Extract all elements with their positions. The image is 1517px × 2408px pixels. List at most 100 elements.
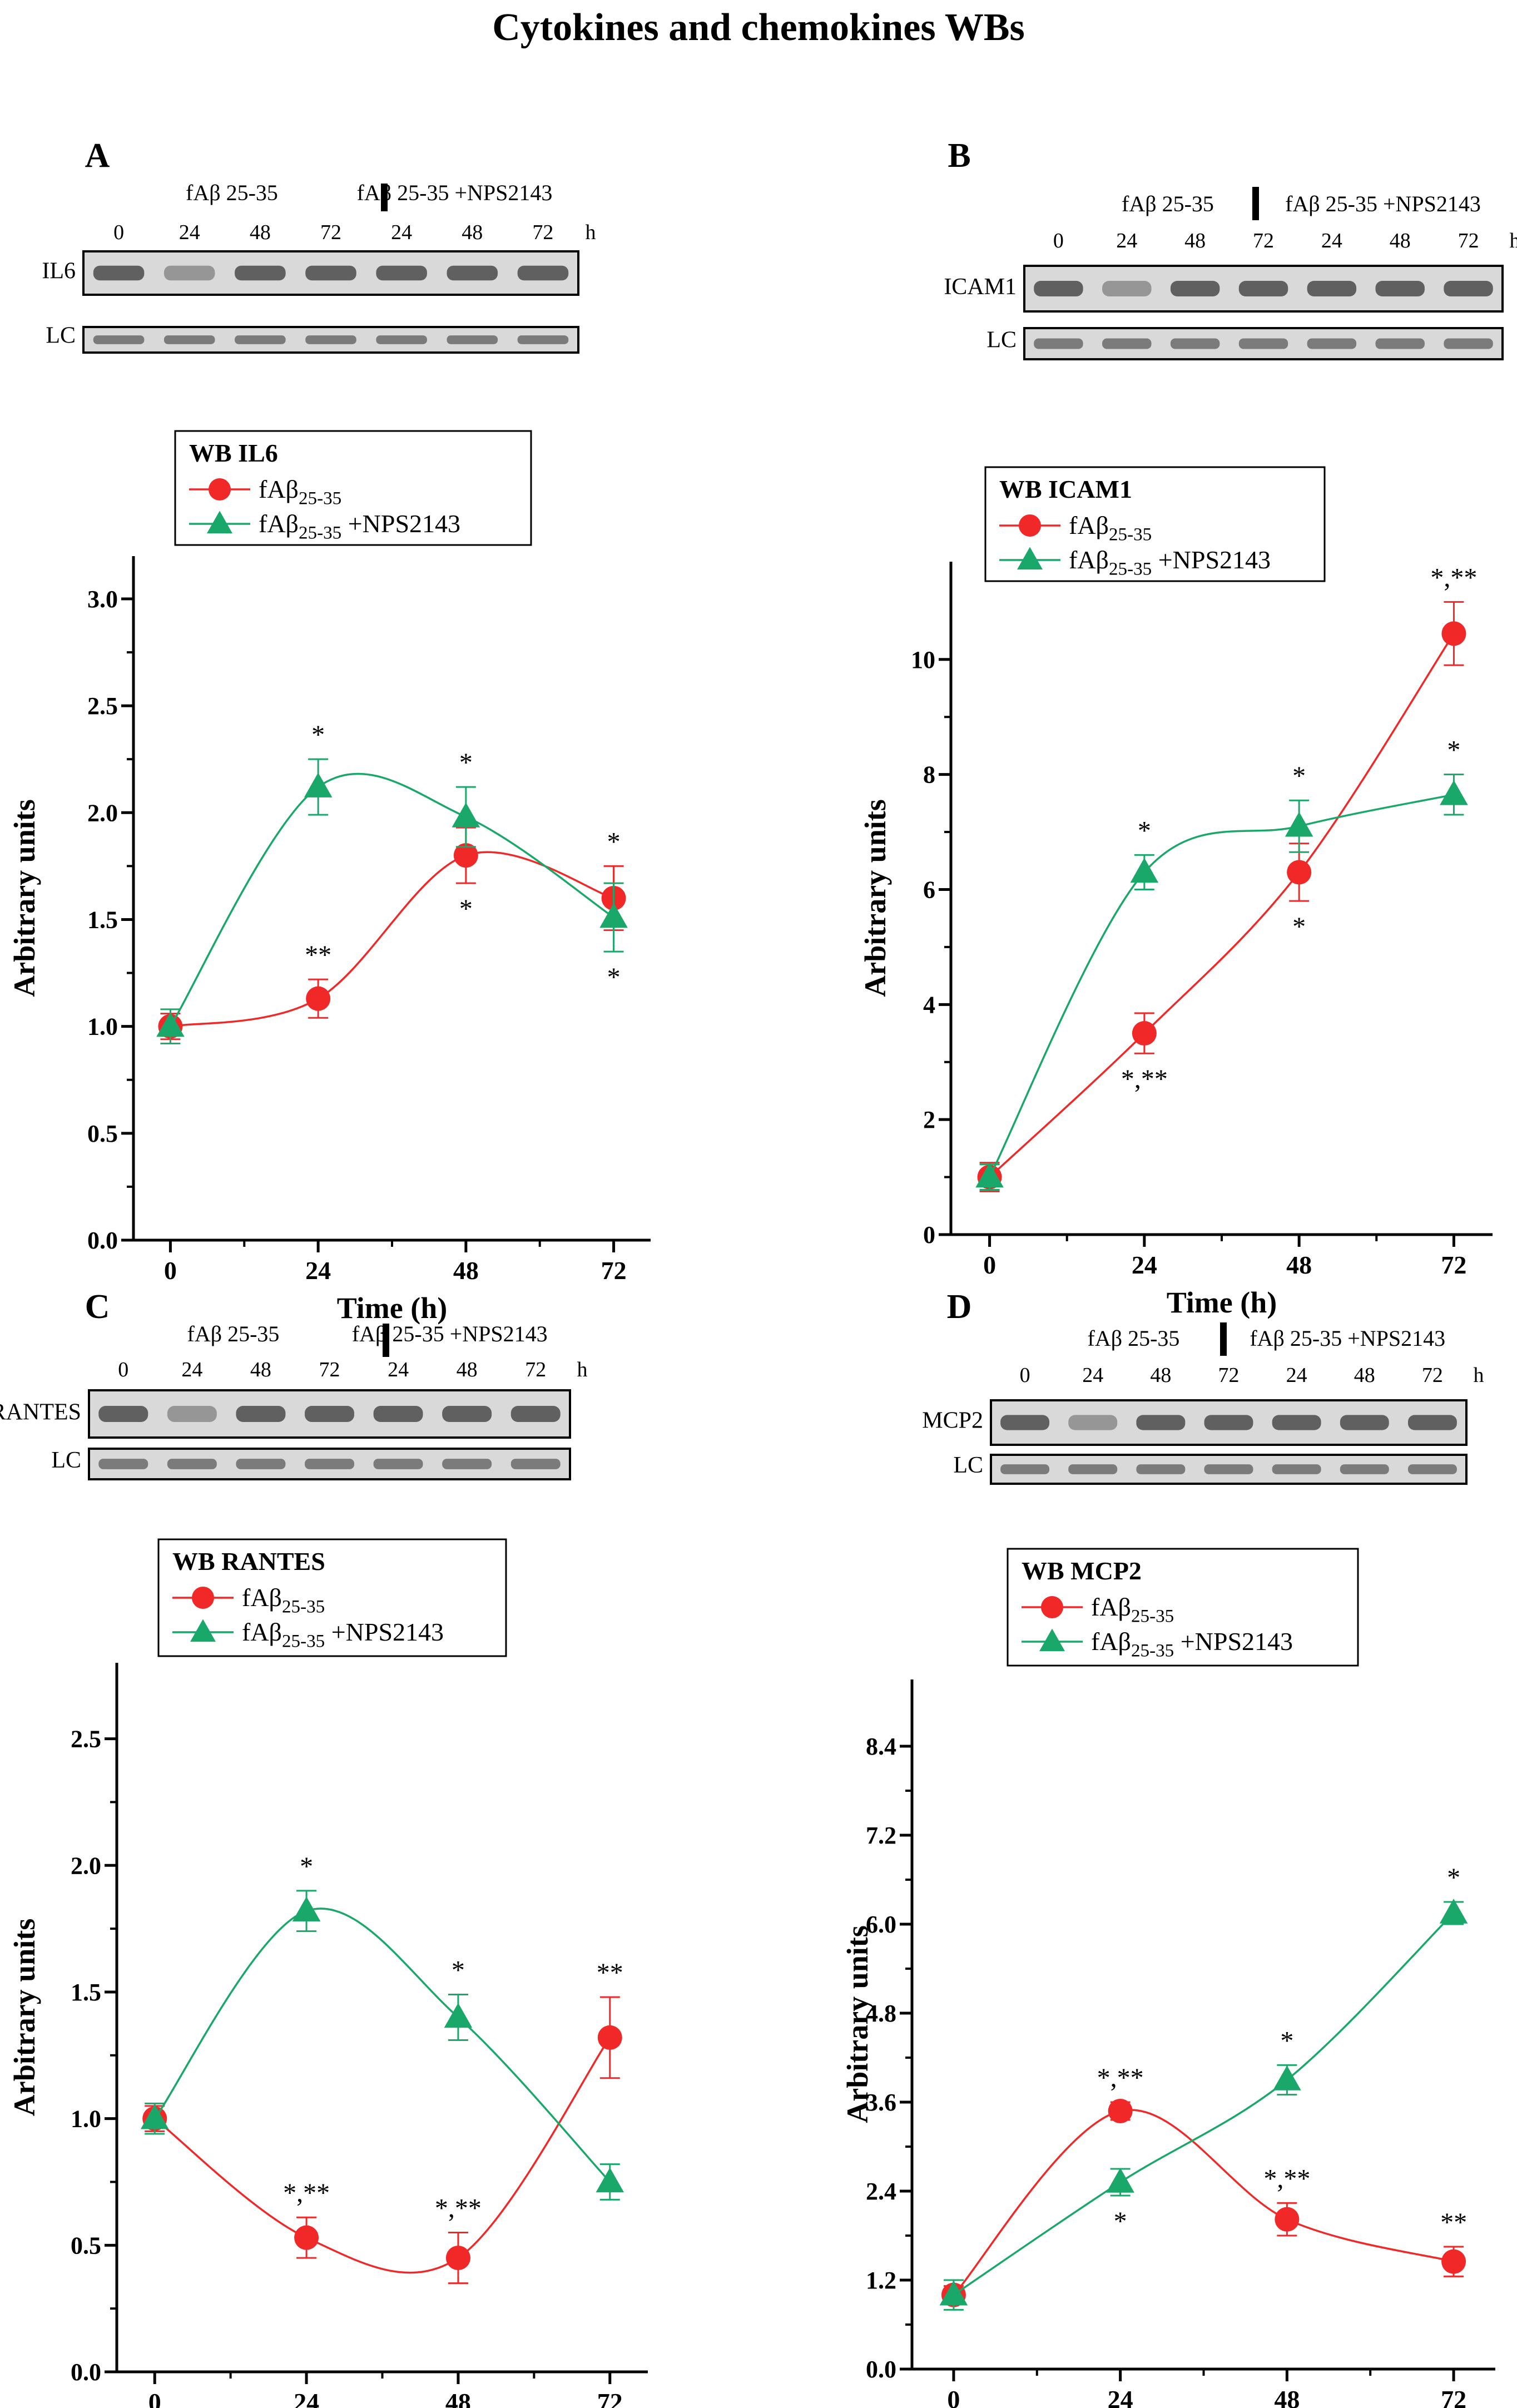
blot-target-label: IL6 — [42, 258, 76, 284]
blot-target-band — [1034, 281, 1083, 296]
significance-mark: * — [459, 894, 473, 924]
blot-control-band — [1239, 338, 1288, 349]
y-tick-label: 1.0 — [71, 2105, 101, 2133]
y-tick-label: 4 — [923, 991, 935, 1018]
significance-mark: *,** — [1430, 563, 1477, 592]
series-line-red — [170, 852, 613, 1026]
blot-target-band — [93, 266, 145, 281]
significance-mark: * — [1292, 761, 1306, 791]
blot-target-band — [305, 266, 356, 281]
significance-mark: * — [1447, 736, 1460, 765]
blot-target-label: ICAM1 — [944, 274, 1017, 300]
lane-time-label: 0 — [1020, 1364, 1030, 1387]
significance-mark: * — [1138, 816, 1151, 845]
series-line-green — [990, 795, 1454, 1177]
blot-target-band — [374, 1406, 423, 1422]
data-point-red — [1441, 2250, 1466, 2274]
data-point-green — [599, 903, 628, 928]
figure-title: Cytokines and chemokines WBs — [0, 6, 1517, 50]
blot-target-band — [1239, 281, 1288, 296]
blot-control-band — [442, 1459, 492, 1469]
blot-target-band — [442, 1406, 492, 1422]
lane-time-label: 72 — [1458, 229, 1479, 252]
blot-target-band — [1000, 1415, 1049, 1430]
series-line-red — [990, 633, 1454, 1177]
lane-time-label: 24 — [1082, 1364, 1103, 1387]
lane-time-label: 72 — [320, 221, 341, 244]
blot-target-band — [1307, 281, 1356, 296]
significance-mark: *,** — [1263, 2164, 1310, 2193]
x-tick-label: 48 — [1274, 2385, 1300, 2408]
lane-time-label: 72 — [525, 1358, 546, 1381]
significance-mark: *,** — [435, 2194, 482, 2223]
panel-letter: D — [947, 1288, 972, 1326]
lane-time-label: h — [577, 1358, 588, 1381]
blot-control-label: LC — [953, 1453, 983, 1478]
blot-target-band — [235, 266, 286, 281]
lane-time-label: 48 — [1150, 1364, 1171, 1387]
legend-marker-red — [1019, 514, 1041, 537]
blot-control-band — [447, 335, 498, 344]
blot-control-band — [98, 1459, 148, 1469]
x-tick-label: 0 — [983, 1251, 996, 1279]
blot-control-label: LC — [986, 328, 1017, 353]
blot-target-band — [1136, 1415, 1185, 1430]
y-axis-label: Arbitrary units — [841, 1925, 874, 2123]
blot-target-band — [167, 1406, 217, 1422]
blot-control-label: LC — [51, 1448, 81, 1473]
legend-title: WB ICAM1 — [999, 475, 1132, 503]
blot-control-band — [374, 1459, 423, 1469]
group-divider — [381, 184, 388, 211]
y-tick-label: 0.0 — [71, 2359, 101, 2386]
y-tick-label: 2.5 — [71, 1726, 101, 1753]
blot-target-band — [1204, 1415, 1253, 1430]
lane-time-label: 48 — [457, 1358, 478, 1381]
panel-letter: B — [948, 137, 970, 175]
y-tick-label: 1.5 — [87, 906, 118, 933]
group-label-left: fAβ 25-35 — [1088, 1326, 1180, 1351]
blot-target-band — [511, 1406, 561, 1422]
data-point-green — [1106, 2168, 1134, 2193]
blot-control-band — [1034, 338, 1083, 349]
lane-time-label: 24 — [179, 221, 200, 244]
lane-time-label: 48 — [250, 1358, 271, 1381]
lane-time-label: h — [1510, 229, 1517, 252]
group-label-right: fAβ 25-35 +NPS2143 — [1250, 1326, 1445, 1351]
panel-letter: C — [85, 1288, 110, 1326]
data-point-red — [1108, 2099, 1133, 2123]
blot-control-band — [167, 1459, 217, 1469]
x-tick-label: 72 — [1441, 1251, 1466, 1279]
group-label-right: fAβ 25-35 +NPS2143 — [1285, 191, 1481, 216]
blot-control-band — [93, 335, 145, 344]
group-label-left: fAβ 25-35 — [187, 1321, 280, 1346]
lane-time-label: 48 — [1354, 1364, 1375, 1387]
blot-control-band — [1272, 1464, 1321, 1474]
lane-time-label: 0 — [118, 1358, 128, 1381]
legend-title: WB IL6 — [189, 439, 278, 467]
blot-control-band — [164, 335, 215, 344]
significance-mark: *,** — [1097, 2063, 1144, 2093]
y-tick-label: 1.2 — [866, 2267, 896, 2294]
blot-target-band — [518, 266, 569, 281]
x-tick-label: 0 — [148, 2388, 161, 2408]
y-tick-label: 0 — [923, 1221, 935, 1248]
significance-mark: * — [1114, 2207, 1127, 2236]
y-tick-label: 6 — [923, 876, 935, 903]
blot-control-band — [1340, 1464, 1389, 1474]
significance-mark: * — [300, 1852, 313, 1881]
lane-time-label: h — [586, 221, 596, 244]
blot-control-band — [1171, 338, 1219, 349]
series-line-green — [155, 1909, 610, 2182]
blot-target-band — [376, 266, 427, 281]
blot-target-band — [236, 1406, 285, 1422]
lane-time-label: 0 — [1053, 229, 1064, 252]
blot-control-band — [376, 335, 427, 344]
blot-control-band — [1444, 338, 1493, 349]
y-axis-label: Arbitrary units — [859, 799, 892, 997]
data-point-red — [1275, 2207, 1299, 2232]
lane-time-label: 72 — [532, 221, 553, 244]
blot-control-band — [511, 1459, 561, 1469]
blot-target-band — [1171, 281, 1219, 296]
